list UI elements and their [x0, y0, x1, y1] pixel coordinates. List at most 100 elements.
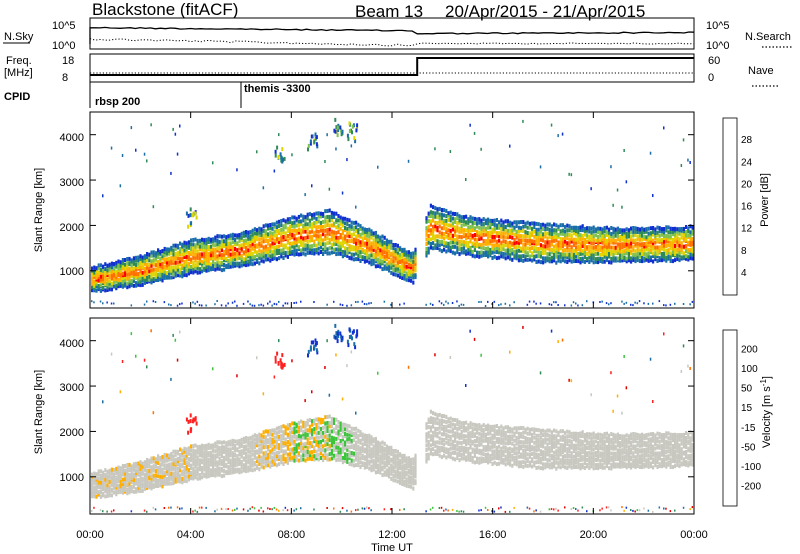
power-cell	[467, 217, 470, 222]
velocity-cell	[214, 441, 217, 446]
power-cell	[590, 241, 593, 246]
velocity-cell	[451, 450, 454, 455]
velocity-cell	[394, 469, 397, 474]
power-cell	[564, 259, 567, 264]
power-cell	[388, 260, 391, 265]
power-cell	[401, 261, 404, 266]
power-cell	[535, 260, 538, 264]
velocity-cell	[315, 417, 318, 422]
power-cell	[302, 243, 305, 248]
power-cell	[207, 255, 210, 260]
power-ytick-1000: 1000	[60, 266, 84, 278]
power-cell	[654, 245, 657, 250]
power-cell	[630, 256, 633, 261]
power-speckle	[570, 173, 573, 177]
power-speckle	[176, 152, 179, 156]
velocity-cell	[324, 443, 327, 448]
power-cell	[528, 242, 531, 246]
power-cell	[469, 237, 472, 242]
power-cell	[311, 222, 314, 227]
power-cell	[533, 254, 536, 259]
power-cell	[383, 266, 386, 271]
power-cell	[471, 241, 474, 246]
power-cell	[440, 226, 443, 231]
power-cell	[139, 254, 142, 259]
power-cell	[537, 222, 540, 227]
power-cell	[348, 247, 351, 252]
velocity-cell	[205, 467, 208, 472]
power-cell	[242, 242, 245, 247]
velocity-cell	[385, 460, 388, 464]
power-cell	[493, 238, 496, 243]
velocity-cell	[471, 426, 474, 431]
velocity-cell	[454, 431, 457, 436]
power-cell	[148, 274, 151, 279]
power-cell	[476, 233, 479, 238]
power-cell	[293, 248, 296, 253]
power-cell	[295, 248, 298, 253]
power-cell	[500, 218, 503, 223]
power-cell	[293, 236, 296, 241]
velocity-cell	[260, 438, 263, 443]
velocity-cell	[372, 444, 375, 449]
power-cell	[550, 228, 553, 233]
power-cell	[621, 249, 624, 254]
velocity-cell	[194, 461, 197, 466]
velocity-cell	[379, 464, 382, 469]
power-cell	[333, 247, 336, 252]
velocity-cell	[330, 443, 333, 448]
velocity-cell	[110, 476, 113, 480]
velocity-cell	[300, 445, 303, 450]
velocity-cell	[410, 471, 413, 476]
power-cell	[674, 236, 677, 241]
power-cell	[561, 249, 564, 253]
power-cell	[643, 258, 646, 263]
velocity-cell	[324, 456, 327, 460]
power-cell	[319, 220, 322, 225]
power-cell	[366, 233, 369, 238]
power-cell	[291, 233, 294, 237]
power-cell	[579, 241, 582, 246]
power-cell	[456, 228, 459, 233]
power-speckle	[377, 165, 379, 169]
power-cell	[599, 256, 602, 261]
power-cell	[603, 233, 606, 238]
power-cell	[227, 248, 230, 253]
power-cell	[531, 229, 534, 234]
nave-label: Nave	[748, 65, 774, 77]
velocity-cell	[348, 455, 351, 460]
power-cell	[139, 257, 142, 261]
velocity-cell	[427, 425, 430, 430]
power-cell	[368, 227, 371, 232]
power-cell	[553, 248, 556, 253]
velocity-cell	[196, 472, 199, 477]
power-cell	[249, 234, 252, 239]
power-cell	[570, 245, 573, 250]
power-cell	[143, 269, 146, 274]
power-cell	[163, 267, 166, 272]
power-cell	[495, 242, 498, 247]
velocity-cell	[341, 425, 344, 430]
velocity-cell	[500, 460, 503, 465]
power-cell	[588, 229, 591, 234]
velocity-cell	[498, 449, 501, 454]
power-cell	[689, 247, 692, 252]
velocity-cell	[284, 449, 287, 454]
power-cell	[627, 242, 630, 247]
velocity-cell	[300, 419, 303, 424]
power-cell	[165, 247, 168, 252]
velocity-speckle	[269, 508, 271, 510]
velocity-cell	[212, 469, 215, 474]
velocity-cell	[407, 478, 410, 483]
power-cell	[621, 242, 624, 247]
power-cell	[489, 234, 492, 239]
power-cell	[126, 281, 129, 286]
velocity-cell	[355, 426, 358, 431]
velocity-speckle	[172, 333, 174, 337]
velocity-cell	[214, 456, 217, 461]
power-cell	[625, 246, 628, 250]
power-cell	[454, 217, 457, 222]
velocity-cell	[135, 481, 138, 486]
power-cell	[286, 254, 289, 259]
power-cell	[286, 228, 289, 233]
